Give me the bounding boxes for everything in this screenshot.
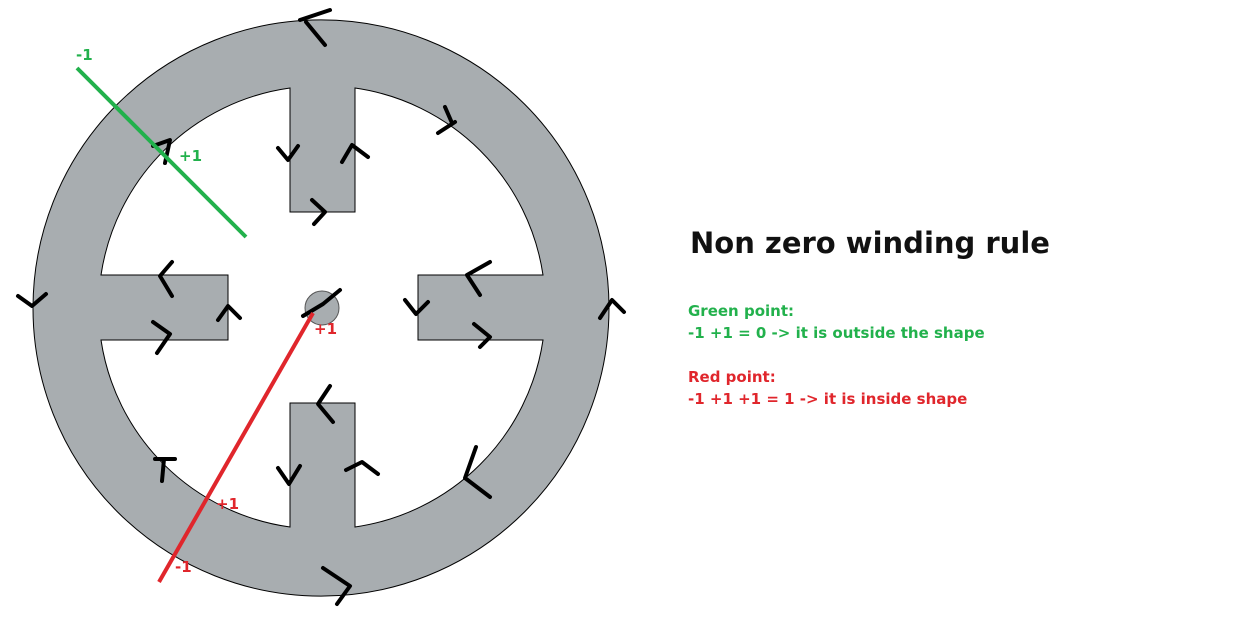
red-formula: -1 +1 +1 = 1 -> it is inside shape [688,390,968,408]
arrow-upper-right-outer [436,105,457,135]
arrow-center [301,288,342,318]
arrow-top-spoke-right [340,143,370,164]
green-test-ray [75,66,248,239]
arrow-left-outer [16,292,48,308]
arrow-top-spoke-bottom [310,198,327,226]
green-heading: Green point: [688,302,794,320]
red-start-label: -1 [175,558,192,576]
arrow-right-outer [598,298,626,320]
arrow-lower-right-outer [463,445,492,499]
arrow-right-spoke-top [465,260,492,297]
winding-diagram: -1 +1 +1 +1 -1 [16,8,626,606]
page-title: Non zero winding rule [690,226,1050,260]
arrow-top-outer [298,8,332,47]
ring-shape [32,19,610,597]
red-center-label: +1 [314,320,337,338]
green-explanation: Green point: -1 +1 = 0 -> it is outside … [688,300,1208,344]
arrow-left-spoke-right [216,304,242,322]
green-crossing-label: +1 [179,147,202,165]
arrow-right-spoke-bottom [472,322,492,349]
arrow-bottom-outer [321,566,352,606]
arrow-bottom-spoke-top [316,384,335,424]
arrow-left-spoke-bottom [151,320,172,355]
direction-arrows [16,8,626,606]
green-start-label: -1 [76,46,93,64]
arrow-bottom-spoke-right [344,460,380,476]
red-explanation: Red point: -1 +1 +1 = 1 -> it is inside … [688,366,1208,410]
red-crossing-label: +1 [216,495,239,513]
arrow-left-spoke-top [158,260,174,298]
red-heading: Red point: [688,368,776,386]
green-formula: -1 +1 = 0 -> it is outside the shape [688,324,985,342]
arrow-right-spoke-left [403,298,430,316]
arrow-top-spoke-left [276,144,300,162]
arrow-lower-left-outer [153,457,177,483]
arrow-bottom-spoke-left [276,464,302,486]
red-test-ray [157,312,315,583]
explanation-panel: Non zero winding rule Green point: -1 +1… [688,226,1208,432]
